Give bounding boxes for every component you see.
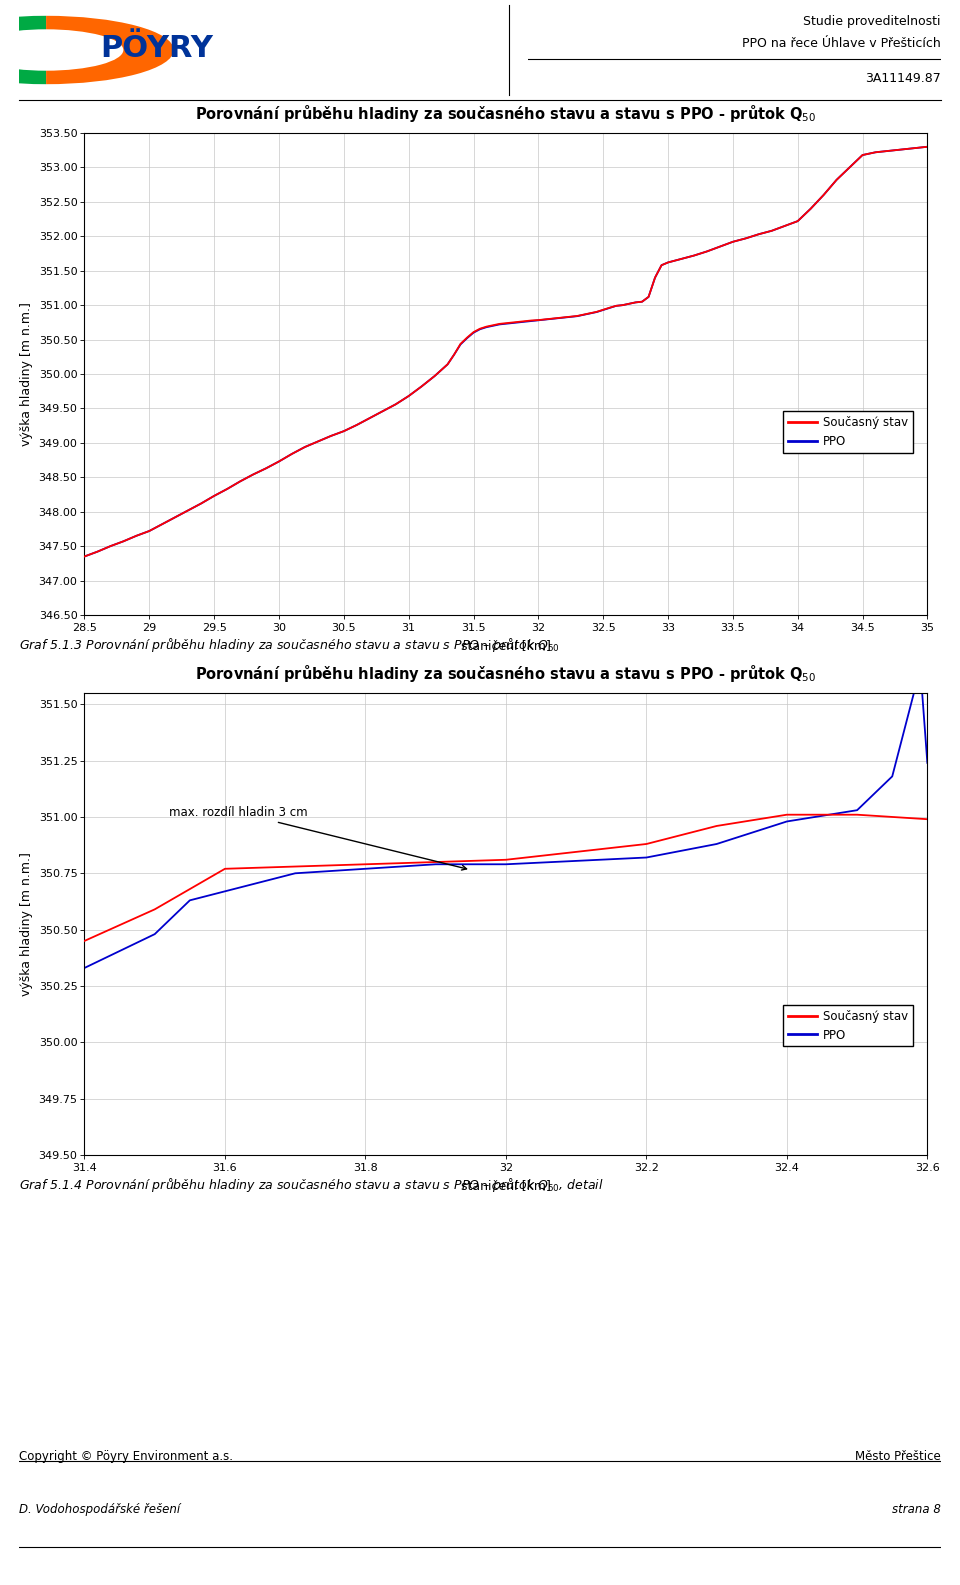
Současný stav [578, 304, 589, 323]
Současný stav [643, 287, 655, 306]
Současný stav [79, 547, 90, 566]
Wedge shape [46, 16, 174, 84]
PPO [276, 867, 287, 886]
Y-axis label: výška hladiny [m n.m.]: výška hladiny [m n.m.] [20, 303, 33, 445]
Text: strana 8: strana 8 [892, 1503, 941, 1517]
X-axis label: staničení [km]: staničení [km] [461, 1179, 551, 1192]
Text: D. Vodohospodářské řešení: D. Vodohospodářské řešení [19, 1503, 180, 1517]
Title: Porovnání průběhu hladiny za současného stavu a stavu s PPO - průtok Q$_{50}$: Porovnání průběhu hladiny za současného … [195, 663, 817, 685]
Legend: Současný stav, PPO: Současný stav, PPO [783, 411, 913, 452]
Současný stav [781, 805, 793, 824]
Text: 3A11149.87: 3A11149.87 [865, 73, 941, 86]
Současný stav [688, 246, 700, 265]
Title: Porovnání průběhu hladiny za současného stavu a stavu s PPO - průtok Q$_{50}$: Porovnání průběhu hladiny za současného … [195, 103, 817, 124]
PPO [643, 287, 655, 306]
Text: Město Přeštice: Město Přeštice [855, 1450, 941, 1463]
Y-axis label: výška hladiny [m n.m.]: výška hladiny [m n.m.] [20, 853, 33, 995]
PPO [606, 850, 617, 869]
Text: Studie proveditelnosti: Studie proveditelnosti [804, 14, 941, 27]
PPO [300, 437, 311, 456]
Text: Graf 5.1.3 Porovnání průběhu hladiny za současného stavu a stavu s PPO – průtok : Graf 5.1.3 Porovnání průběhu hladiny za … [19, 636, 560, 655]
PPO [688, 246, 700, 265]
Wedge shape [0, 16, 46, 84]
Současný stav [922, 138, 933, 157]
PPO [915, 659, 926, 678]
Současný stav [234, 472, 246, 491]
PPO [578, 306, 589, 325]
Současný stav [300, 437, 311, 456]
PPO [79, 547, 90, 566]
Line: PPO: PPO [84, 669, 927, 968]
Legend: Současný stav, PPO: Současný stav, PPO [783, 1005, 913, 1046]
Text: Copyright © Pöyry Environment a.s.: Copyright © Pöyry Environment a.s. [19, 1450, 233, 1463]
Text: max. rozdíl hladin 3 cm: max. rozdíl hladin 3 cm [169, 805, 467, 870]
PPO [79, 959, 90, 978]
Line: Současný stav: Současný stav [84, 147, 927, 556]
PPO [865, 788, 876, 807]
PPO [437, 854, 448, 873]
PPO [163, 911, 175, 930]
PPO [144, 521, 156, 540]
Současný stav [79, 932, 90, 951]
Text: PPO na řece Úhlave v Přešticích: PPO na řece Úhlave v Přešticích [742, 36, 941, 51]
Současný stav [922, 810, 933, 829]
Současný stav [144, 521, 156, 540]
X-axis label: staničení [km]: staničení [km] [461, 639, 551, 651]
PPO [922, 753, 933, 772]
Text: PÖYRY: PÖYRY [100, 33, 213, 63]
Současný stav [437, 853, 448, 872]
Line: PPO: PPO [84, 147, 927, 556]
Současný stav [873, 807, 884, 826]
Současný stav [276, 857, 287, 877]
PPO [922, 138, 933, 157]
Současný stav [648, 832, 660, 851]
PPO [648, 846, 660, 865]
Současný stav [163, 892, 175, 911]
PPO [234, 472, 246, 491]
Text: Graf 5.1.4 Porovnání průběhu hladiny za současného stavu a stavu s PPO – průtok : Graf 5.1.4 Porovnání průběhu hladiny za … [19, 1176, 604, 1194]
Line: Současný stav: Současný stav [84, 815, 927, 941]
Současný stav [606, 838, 617, 857]
